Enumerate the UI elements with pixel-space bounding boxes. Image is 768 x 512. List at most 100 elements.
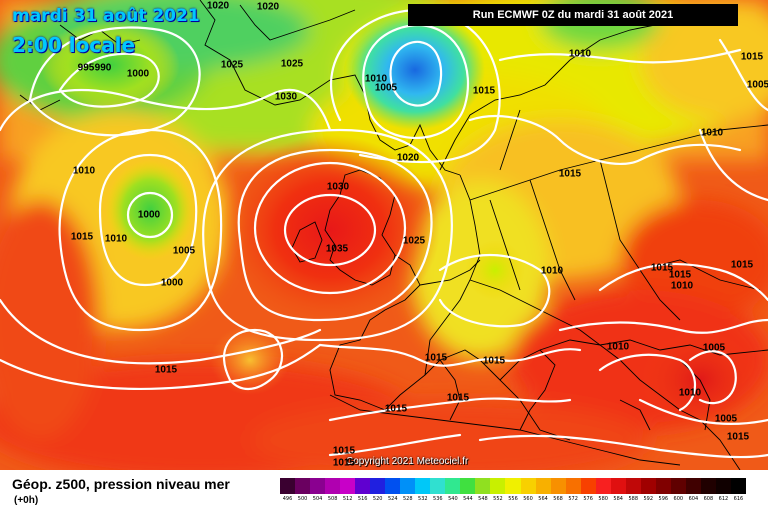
isobar-label: 1005 [714, 413, 738, 425]
isobar-label: 1020 [206, 0, 230, 12]
color-scale-swatch [355, 478, 371, 494]
color-scale-tick: 592 [643, 496, 654, 502]
color-scale-swatch [400, 478, 416, 494]
map-local-time: 2:00 locale [12, 33, 136, 57]
isobar-label: 1015 [730, 259, 754, 271]
isobar-label: 1015 [384, 403, 408, 415]
color-scale-swatch [670, 478, 686, 494]
color-scale-tick: 508 [327, 496, 338, 502]
copyright-notice: Copyright 2021 Meteociel.fr [346, 456, 469, 467]
isobar-label: 1005 [702, 342, 726, 354]
color-scale-tick: 532 [418, 496, 428, 502]
color-scale-swatch [520, 478, 536, 494]
isobar-label: 1035 [325, 243, 349, 255]
color-scale-swatch [565, 478, 581, 494]
color-scale [280, 478, 746, 494]
color-scale-swatch [325, 478, 341, 494]
color-scale-swatch [700, 478, 716, 494]
isobar-label: 1010 [606, 341, 630, 353]
isobar-label: 1010 [700, 127, 724, 139]
color-scale-tick: 556 [508, 496, 518, 502]
color-scale-swatch [595, 478, 611, 494]
color-scale-swatch [475, 478, 491, 494]
color-scale-swatch [625, 478, 641, 494]
color-scale-swatch [505, 478, 521, 494]
isobar-label: 1000 [137, 209, 161, 221]
color-scale-tick: 552 [493, 496, 503, 502]
color-scale-tick: 500 [297, 496, 308, 502]
forecast-offset: (+0h) [14, 495, 39, 506]
color-scale-swatch [640, 478, 656, 494]
isobar-label: 1010 [104, 233, 128, 245]
color-scale-swatch [280, 478, 296, 494]
color-scale-swatch [295, 478, 311, 494]
isobar-label: 1000 [126, 68, 150, 80]
legend-panel: Géop. z500, pression niveau mer (+0h) 49… [0, 470, 768, 512]
isobar-label: 1020 [396, 152, 420, 164]
isobar-label: 1010 [540, 265, 564, 277]
color-scale-swatch [340, 478, 356, 494]
color-scale-swatch [685, 478, 701, 494]
color-scale-swatch [460, 478, 476, 494]
color-scale-tick: 576 [583, 496, 593, 502]
isobar-label: 1030 [274, 91, 298, 103]
isobar-label: 1015 [650, 262, 674, 274]
color-scale-tick: 504 [312, 496, 323, 502]
color-scale-swatch [385, 478, 401, 494]
isobar-label: 1000 [160, 277, 184, 289]
color-scale-tick: 548 [478, 496, 488, 502]
isobar-label: 1030 [326, 181, 350, 193]
color-scale-swatch [490, 478, 506, 494]
isobar-label: 1025 [402, 235, 426, 247]
isobar-label: 1025 [220, 59, 244, 71]
color-scale-tick: 540 [448, 496, 458, 502]
isobar-lines [0, 8, 768, 459]
isobar-label: 1015 [472, 85, 496, 97]
color-scale-tick: 568 [553, 496, 563, 502]
color-scale-swatch [580, 478, 596, 494]
color-scale-tick: 528 [402, 496, 413, 502]
isobar-label: 1020 [256, 1, 280, 13]
isobar-label: 990 [94, 62, 112, 74]
run-info-box: Run ECMWF 0Z du mardi 31 août 2021 [408, 4, 738, 26]
color-scale-tick: 560 [523, 496, 533, 502]
color-scale-tick: 524 [387, 496, 398, 502]
color-scale-tick: 544 [463, 496, 473, 502]
color-scale-tick: 496 [282, 496, 293, 502]
color-scale-tick: 608 [703, 496, 714, 502]
isobar-label: 1015 [558, 168, 582, 180]
color-scale-tick: 612 [718, 496, 729, 502]
isobar-label: 1015 [70, 231, 94, 243]
isobar-label: 1005 [746, 79, 768, 91]
color-scale-swatch [655, 478, 671, 494]
color-scale-swatch [430, 478, 446, 494]
weather-map: mardi 31 août 2021 2:00 locale Run ECMWF… [0, 0, 768, 470]
color-scale-swatch [445, 478, 461, 494]
isobar-label: 1010 [678, 387, 702, 399]
color-scale-tick: 512 [342, 496, 353, 502]
isobar-label: 1015 [668, 269, 692, 281]
color-scale-tick: 520 [372, 496, 383, 502]
color-scale-tick: 516 [357, 496, 368, 502]
isobar-label: 995 [77, 62, 95, 74]
color-scale-tick: 564 [538, 496, 548, 502]
z500-field [0, 0, 768, 470]
color-scale-swatch [370, 478, 386, 494]
map-date: mardi 31 août 2021 [12, 6, 200, 26]
color-scale-swatch [310, 478, 326, 494]
color-scale-tick: 536 [433, 496, 443, 502]
color-scale-tick: 588 [628, 496, 638, 502]
color-scale-tick: 616 [733, 496, 744, 502]
color-scale-tick: 584 [613, 496, 623, 502]
isobar-label: 1015 [332, 445, 356, 457]
legend-title: Géop. z500, pression niveau mer [12, 476, 230, 492]
color-scale-swatch [715, 478, 731, 494]
isobar-label: 1015 [482, 355, 506, 367]
color-scale-tick: 600 [673, 496, 684, 502]
isobar-label: 1025 [280, 58, 304, 70]
isobar-label: 1015 [446, 392, 470, 404]
isobar-label: 1010 [364, 73, 388, 85]
isobar-label: 1015 [424, 352, 448, 364]
color-scale-swatch [415, 478, 431, 494]
color-scale-swatch [535, 478, 551, 494]
